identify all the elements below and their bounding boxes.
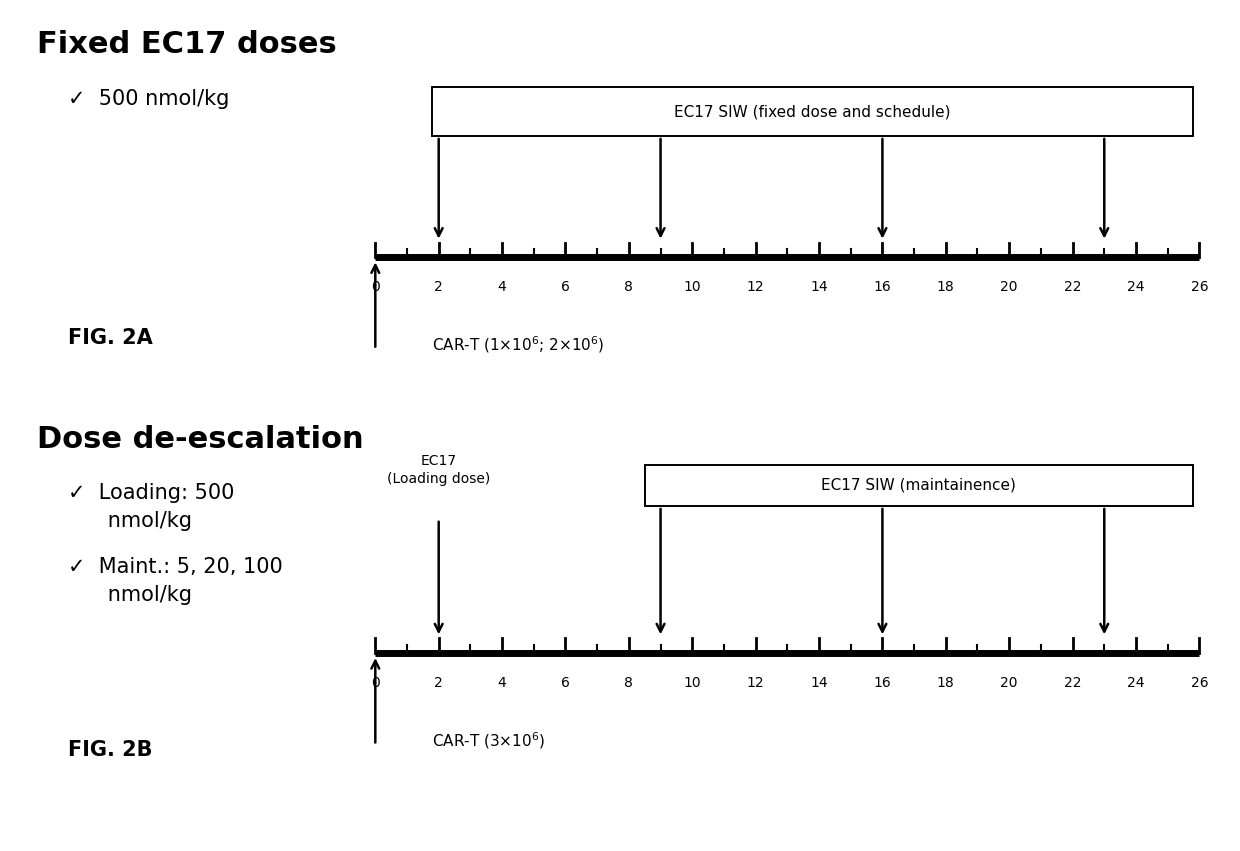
Text: 18: 18	[937, 280, 955, 294]
Text: ✓  Maint.: 5, 20, 100
      nmol/kg: ✓ Maint.: 5, 20, 100 nmol/kg	[68, 557, 283, 605]
Text: 14: 14	[810, 280, 828, 294]
Text: 20: 20	[1001, 676, 1018, 690]
Text: 0: 0	[371, 280, 379, 294]
Text: 18: 18	[937, 676, 955, 690]
Text: 0: 0	[371, 676, 379, 690]
Text: 2: 2	[434, 280, 443, 294]
Text: 10: 10	[683, 280, 701, 294]
Text: 4: 4	[497, 280, 506, 294]
Text: 8: 8	[625, 280, 634, 294]
Text: CAR-T (1$\times$10$^{6}$; 2$\times$10$^{6}$): CAR-T (1$\times$10$^{6}$; 2$\times$10$^{…	[433, 334, 605, 355]
Text: 24: 24	[1127, 280, 1145, 294]
Text: ✓  Loading: 500
      nmol/kg: ✓ Loading: 500 nmol/kg	[68, 483, 234, 531]
Text: 10: 10	[683, 676, 701, 690]
Text: CAR-T (3$\times$10$^{6}$): CAR-T (3$\times$10$^{6}$)	[433, 730, 546, 751]
Text: 26: 26	[1190, 676, 1208, 690]
Text: EC17 SIW (maintainence): EC17 SIW (maintainence)	[821, 478, 1017, 493]
Text: 16: 16	[873, 676, 892, 690]
Text: 4: 4	[497, 676, 506, 690]
Text: 20: 20	[1001, 280, 1018, 294]
Text: 16: 16	[873, 280, 892, 294]
FancyBboxPatch shape	[645, 465, 1193, 506]
Text: 6: 6	[560, 676, 570, 690]
FancyBboxPatch shape	[433, 87, 1193, 136]
Text: Fixed EC17 doses: Fixed EC17 doses	[37, 30, 337, 59]
Text: 6: 6	[560, 280, 570, 294]
Text: 14: 14	[810, 676, 828, 690]
Text: 12: 12	[746, 676, 764, 690]
Text: 26: 26	[1190, 280, 1208, 294]
Text: ✓  500 nmol/kg: ✓ 500 nmol/kg	[68, 89, 229, 110]
Text: 2: 2	[434, 676, 443, 690]
Text: 24: 24	[1127, 676, 1145, 690]
Text: FIG. 2B: FIG. 2B	[68, 740, 153, 761]
Text: Dose de-escalation: Dose de-escalation	[37, 426, 363, 454]
Text: 8: 8	[625, 676, 634, 690]
Text: EC17 SIW (fixed dose and schedule): EC17 SIW (fixed dose and schedule)	[675, 104, 951, 119]
Text: 22: 22	[1064, 280, 1081, 294]
Text: EC17
(Loading dose): EC17 (Loading dose)	[387, 454, 490, 486]
Text: FIG. 2A: FIG. 2A	[68, 328, 153, 348]
Text: 12: 12	[746, 280, 764, 294]
Text: 22: 22	[1064, 676, 1081, 690]
